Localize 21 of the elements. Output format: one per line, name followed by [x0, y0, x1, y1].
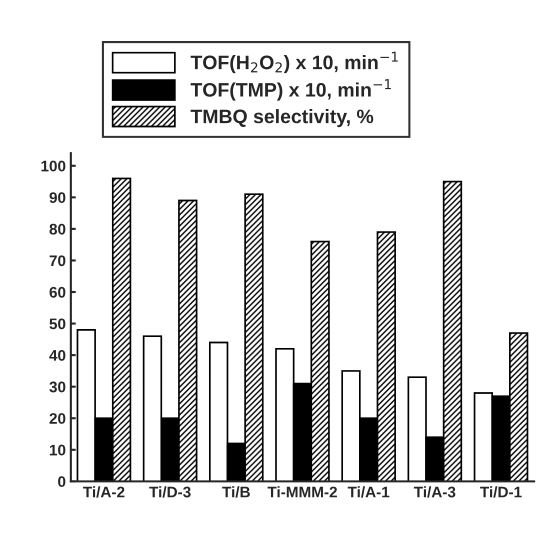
y-tick-label: 40: [49, 350, 66, 361]
y-tick-label: 10: [50, 444, 66, 456]
legend-label: TMBQ selectivity, %: [190, 109, 374, 128]
x-tick-label: Ti/A-2: [83, 486, 124, 498]
y-tick-label: 20: [50, 413, 66, 424]
y-tick-label: 70: [50, 255, 66, 266]
y-tick-label: 60: [50, 286, 66, 298]
x-tick-label: Ti/D-1: [480, 486, 522, 498]
x-tick-label: Ti/D-3: [149, 486, 191, 498]
legend-label: TOF(H$_{2}$O$_{2}$) x 10, min$^{−1}$: [190, 52, 398, 74]
y-tick-label: 50: [49, 318, 66, 330]
legend-label: TOF(TMP) x 10, min$^{−1}$: [190, 79, 391, 101]
y-tick-label: 0: [58, 476, 66, 488]
y-tick-label: 80: [49, 224, 66, 235]
x-tick-label: Ti-MMM-2: [268, 486, 337, 498]
y-tick-label: 30: [49, 382, 66, 392]
y-tick-label: 100: [41, 160, 66, 172]
x-tick-label: Ti/B: [222, 486, 250, 498]
x-tick-label: Ti/A-3: [414, 486, 456, 498]
x-tick-label: Ti/A-1: [348, 486, 390, 498]
y-tick-label: 90: [50, 192, 66, 204]
